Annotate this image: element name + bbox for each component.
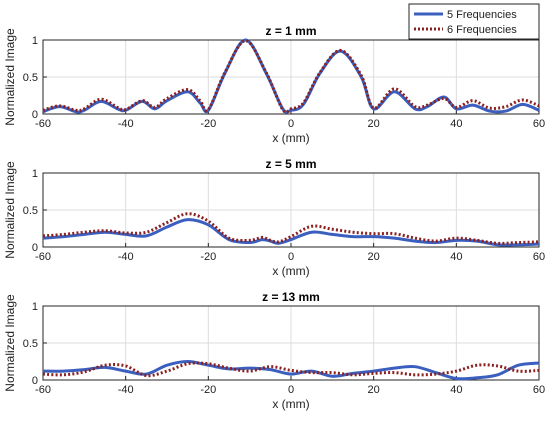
- y-tick-label: 1: [32, 168, 38, 180]
- x-tick-label: 60: [533, 384, 545, 396]
- x-tick-label: 40: [450, 251, 462, 263]
- legend-label-5-frequencies: 5 Frequencies: [447, 9, 517, 21]
- x-axis-label: x (mm): [272, 131, 309, 145]
- series-line-5-frequencies: [42, 360, 540, 381]
- x-tick-label: -20: [200, 251, 216, 263]
- x-tick-label: -40: [118, 251, 134, 263]
- y-tick-label: 1: [32, 35, 38, 47]
- x-tick-label: 60: [533, 118, 545, 130]
- chart-title: z = 13 mm: [262, 290, 320, 304]
- x-tick-label: -40: [118, 118, 134, 130]
- y-axis-label: Normalized Image: [3, 294, 17, 392]
- subplot-z-1mm: -60 -40 -20 0 20 40 60 0 0.5 1 z = 1 mm x (mm) Norma…: [3, 24, 545, 145]
- y-tick-label: 0: [32, 242, 38, 254]
- subplot-z-5mm: -60 -40 -20 0 20 40 60 0 0.5 1 z = 5 mm x (mm) Norma…: [3, 157, 545, 278]
- x-tick-label: -60: [35, 384, 51, 396]
- plot-border: [42, 305, 540, 381]
- y-tick-label: 0: [32, 109, 38, 121]
- plot-border: [42, 39, 540, 115]
- legend-box: [408, 3, 540, 40]
- y-tick-label: 1: [32, 301, 38, 313]
- series-line-6-frequencies: [42, 39, 540, 114]
- subplot-z-13mm: -60 -40 -20 0 20 40 60 0 0.5 1 z = 13 mm x (mm) Norm…: [3, 290, 545, 411]
- y-tick-label: 0.5: [23, 338, 38, 350]
- y-tick-label: 0.5: [23, 72, 38, 84]
- y-axis-label: Normalized Image: [3, 161, 17, 259]
- x-tick-label: 40: [450, 118, 462, 130]
- y-tick-label: 0.5: [23, 205, 38, 217]
- legend-label-6-frequencies: 6 Frequencies: [447, 24, 517, 36]
- legend: 5 Frequencies 6 Frequencies: [408, 3, 540, 40]
- x-tick-label: -20: [200, 384, 216, 396]
- x-tick-label: 0: [288, 118, 294, 130]
- x-axis-label: x (mm): [272, 264, 309, 278]
- chart-title: z = 5 mm: [265, 157, 316, 171]
- x-tick-label: -60: [35, 251, 51, 263]
- x-axis-label: x (mm): [272, 397, 309, 411]
- x-tick-label: -40: [118, 384, 134, 396]
- series-line-6-frequencies: [42, 361, 540, 378]
- x-tick-label: 20: [368, 251, 380, 263]
- x-tick-label: -60: [35, 118, 51, 130]
- x-tick-label: 60: [533, 251, 545, 263]
- y-tick-label: 0: [32, 375, 38, 387]
- x-tick-label: -20: [200, 118, 216, 130]
- x-tick-label: 20: [368, 384, 380, 396]
- y-axis-label: Normalized Image: [3, 28, 17, 126]
- chart-title: z = 1 mm: [265, 24, 316, 38]
- plot-border: [42, 172, 540, 248]
- x-tick-label: 20: [368, 118, 380, 130]
- x-tick-label: 0: [288, 251, 294, 263]
- x-tick-label: 40: [450, 384, 462, 396]
- x-tick-label: 0: [288, 384, 294, 396]
- series-line-6-frequencies: [42, 212, 540, 245]
